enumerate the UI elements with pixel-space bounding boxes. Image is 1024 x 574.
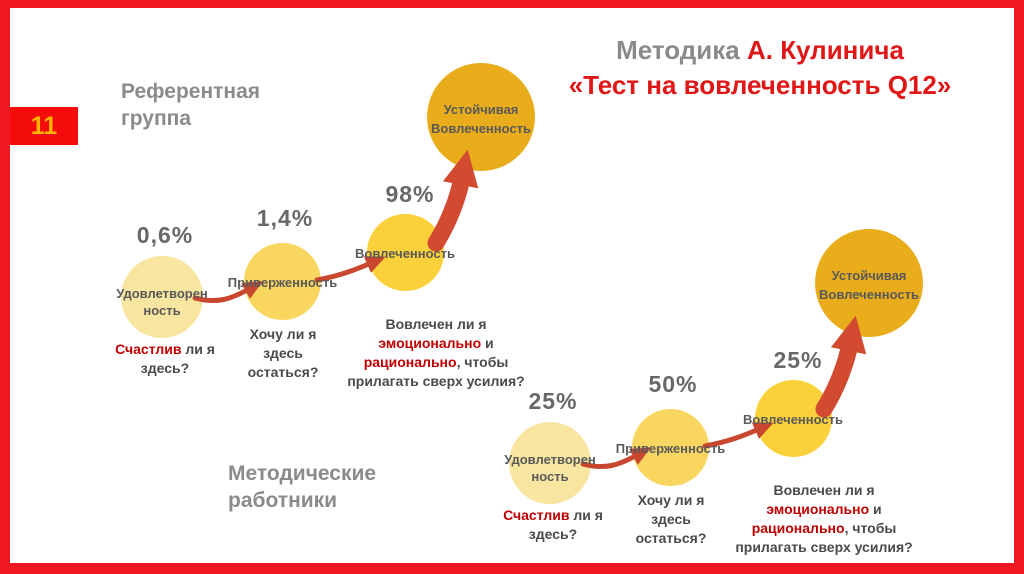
circle-satisfaction bbox=[509, 422, 591, 504]
percent-engagement: 98% bbox=[385, 181, 435, 207]
percent-commitment: 50% bbox=[648, 371, 698, 397]
title-line-2: «Тест на вовлеченность Q12» bbox=[568, 70, 952, 100]
percent-satisfaction: 25% bbox=[528, 388, 578, 414]
label-engagement: Вовлеченность bbox=[355, 246, 455, 261]
percent-engagement: 25% bbox=[773, 347, 823, 373]
question-engagement: Вовлечен ли я эмоционально и рационально… bbox=[735, 482, 913, 555]
diagram-methodical-workers: 25% 50% 25% Удовлетворен ность Привержен… bbox=[493, 221, 963, 566]
label-sustainable-engagement: Устойчивая Вовлеченность bbox=[819, 268, 919, 302]
title-line-1: Методика А. Кулинича bbox=[540, 33, 980, 68]
percent-satisfaction: 0,6% bbox=[136, 222, 194, 248]
label-commitment: Приверженность bbox=[615, 441, 726, 456]
label-commitment: Приверженность bbox=[227, 275, 338, 290]
page-number-badge: 11 bbox=[10, 107, 78, 145]
percent-commitment: 1,4% bbox=[256, 205, 314, 231]
group-label-methodical-workers: Методические работники bbox=[228, 462, 377, 512]
label-sustainable-engagement: Устойчивая Вовлеченность bbox=[431, 102, 531, 136]
label-satisfaction: Удовлетворен ность bbox=[504, 452, 596, 484]
question-satisfaction: Счастлив ли я здесь? bbox=[503, 507, 603, 542]
question-satisfaction: Счастлив ли я здесь? bbox=[115, 341, 215, 376]
label-satisfaction: Удовлетворен ность bbox=[116, 286, 208, 318]
group-label-reference-group: Референтная группа bbox=[121, 80, 261, 130]
page-number: 11 bbox=[30, 111, 58, 140]
question-commitment: Хочу ли я здесь остаться? bbox=[247, 326, 319, 380]
label-engagement: Вовлеченность bbox=[743, 412, 843, 427]
slide-title: Методика А. Кулинича «Тест на вовлеченно… bbox=[540, 33, 980, 103]
circle-satisfaction bbox=[121, 256, 203, 338]
title-author: А. Кулинича bbox=[746, 35, 904, 65]
question-commitment: Хочу ли я здесь остаться? bbox=[635, 492, 707, 546]
title-method-word: Методика bbox=[616, 35, 740, 65]
question-engagement: Вовлечен ли я эмоционально и рационально… bbox=[347, 316, 525, 389]
